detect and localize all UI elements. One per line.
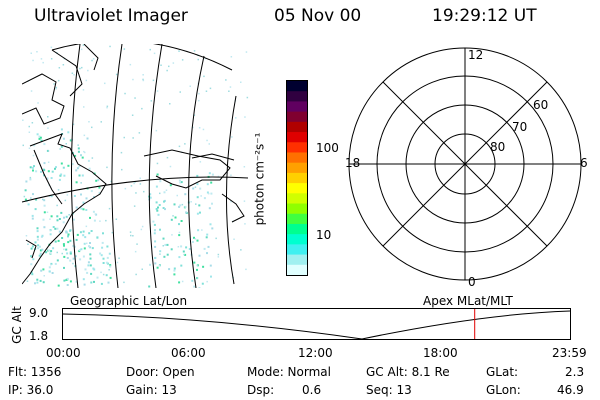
instrument-title: Ultraviolet Imager xyxy=(34,6,188,26)
colorbar-segment xyxy=(287,223,307,235)
colorbar-frame xyxy=(286,80,308,276)
geographic-grid xyxy=(22,44,249,288)
geographic-image-panel xyxy=(22,44,249,288)
time-tick-2359: 23:59 xyxy=(552,346,587,360)
color-scale-bar xyxy=(286,80,308,276)
colorbar-segment xyxy=(287,142,307,153)
coastlines xyxy=(22,44,245,285)
altitude-axis-title: GC Alt xyxy=(9,306,24,344)
colorbar-tick-100: 100 xyxy=(316,141,339,155)
colorbar-segment xyxy=(287,162,307,174)
mlt-label-6: 6 xyxy=(580,156,588,170)
gain-value: Gain: 13 xyxy=(126,383,177,397)
colorbar-segment xyxy=(287,101,307,113)
colorbar-segment xyxy=(287,244,307,256)
colorbar-segment xyxy=(287,121,307,133)
colorbar-tick-10: 10 xyxy=(316,228,332,242)
colorbar-segment xyxy=(287,81,307,92)
colorbar-segment xyxy=(287,183,307,194)
altitude-plot-frame xyxy=(62,308,571,340)
mlt-label-12: 12 xyxy=(468,48,484,62)
lat-label-70: 70 xyxy=(512,120,528,134)
glat-value: 2.3 xyxy=(565,365,585,379)
time-tick-0600: 06:00 xyxy=(171,346,206,360)
apex-grid-label: Apex MLat/MLT xyxy=(423,294,513,308)
door-status: Door: Open xyxy=(126,365,195,379)
gc-altitude: GC Alt: 8.1 Re xyxy=(366,365,450,379)
ip-value: IP: 36.0 xyxy=(8,383,54,397)
colorbar-unit-label: photon cm⁻²s⁻¹ xyxy=(252,132,267,226)
altitude-tick-9: 9.0 xyxy=(29,306,49,320)
altitude-timeline-plot xyxy=(62,308,571,340)
geographic-grid-label: Geographic Lat/Lon xyxy=(70,294,188,308)
time-tick-1200: 12:00 xyxy=(298,346,333,360)
lat-label-60: 60 xyxy=(533,98,549,112)
altitude-curve xyxy=(62,310,571,340)
colorbar-segment xyxy=(287,91,307,102)
colorbar-segment xyxy=(287,264,307,276)
lat-label-80: 80 xyxy=(490,140,506,154)
glon-value: 46.9 xyxy=(557,383,584,397)
altitude-tick-1-8: 1.8 xyxy=(29,329,49,343)
observation-date: 05 Nov 00 xyxy=(274,6,362,26)
uv-emission-speckles xyxy=(22,44,249,288)
colorbar-segment xyxy=(287,254,307,266)
colorbar-segment xyxy=(287,213,307,225)
apex-polar-plot xyxy=(348,47,582,281)
colorbar-segment xyxy=(287,132,307,143)
dsp-value: 0.6 xyxy=(302,383,322,397)
colorbar-segment xyxy=(287,152,307,164)
colorbar-segment xyxy=(287,111,307,123)
flight-number: Flt: 1356 xyxy=(8,365,62,379)
mlt-label-0: 0 xyxy=(468,275,476,289)
time-tick-0000: 00:00 xyxy=(46,346,81,360)
observation-time: 19:29:12 UT xyxy=(432,6,537,26)
colorbar-segment xyxy=(287,172,307,184)
glat-label: GLat: xyxy=(486,365,519,379)
polar-diagonal-2 xyxy=(382,81,548,247)
colorbar-segment xyxy=(287,234,307,245)
glon-label: GLon: xyxy=(486,383,521,397)
dsp-label: Dsp: xyxy=(247,383,275,397)
mode-value: Mode: Normal xyxy=(247,365,331,379)
mlt-label-18: 18 xyxy=(345,156,361,170)
sequence-number: Seq: 13 xyxy=(366,383,412,397)
colorbar-segment xyxy=(287,203,307,215)
time-tick-1800: 18:00 xyxy=(423,346,458,360)
colorbar-segment xyxy=(287,193,307,205)
